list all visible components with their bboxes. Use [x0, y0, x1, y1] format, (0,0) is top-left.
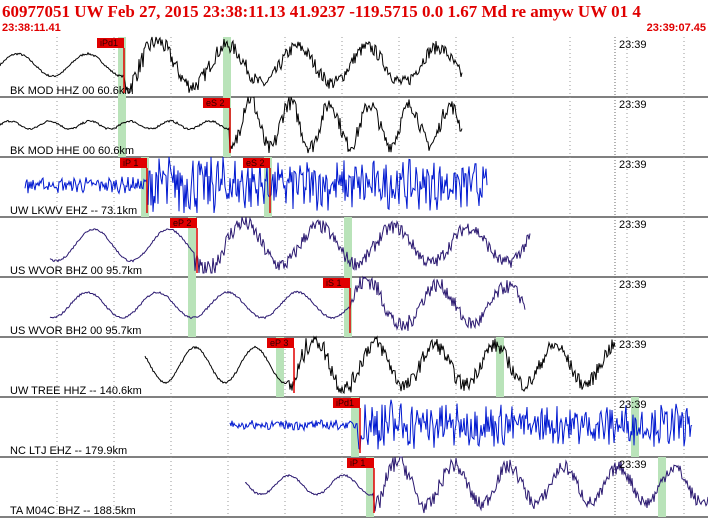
waveform [0, 36, 463, 94]
pick-flag [267, 338, 294, 348]
trace-panel: iS 1 23:39 US WVOR BH2 00 95.7km [0, 275, 708, 338]
pick-flag [347, 458, 374, 468]
waveform [144, 335, 616, 395]
pick-label: iP 1 [350, 458, 365, 468]
pick-label: iPd1 [100, 38, 118, 48]
pick-window [188, 217, 196, 277]
pick-label: iPd1 [336, 398, 354, 408]
trace-panel: iPd1 23:39 NC LTJ EHZ -- 179.9km [0, 397, 708, 458]
trace-panel: eS 2 23:39 BK MOD HHE 00 60.6km [0, 96, 708, 158]
pick-window [223, 37, 231, 97]
waveform [229, 399, 693, 451]
pick-label: eS 2 [206, 98, 225, 108]
pick-window [118, 97, 126, 157]
minute-label: 23:39 [619, 39, 647, 51]
pick-flag [243, 158, 270, 168]
pick-flag [203, 98, 230, 108]
minute-label: 23:39 [619, 459, 647, 471]
pick-flag [333, 398, 360, 408]
pick-label: eP 3 [270, 338, 288, 348]
event-header: 60977051 UW Feb 27, 2015 23:38:11.13 41.… [2, 2, 641, 21]
pick-label: eP 2 [173, 218, 191, 228]
pick-label: eS 2 [246, 158, 265, 168]
pick-flag [170, 218, 197, 228]
station-label: NC LTJ EHZ -- 179.9km [10, 445, 127, 457]
station-label: BK MOD HHZ 00 60.6km [10, 85, 133, 97]
start-time: 23:38:11.41 [2, 22, 61, 34]
trace-panel: iP 1 eS 2 23:39 UW LKWV EHZ -- 73.1km [0, 156, 708, 218]
trace-panel: iP 1 23:39 TA M04C BHZ -- 188.5km [0, 456, 708, 518]
end-time: 23:39:07.45 [647, 22, 706, 34]
waveform [49, 216, 531, 274]
waveform [244, 456, 708, 514]
waveform [0, 96, 463, 154]
station-label: US WVOR BH2 00 95.7km [10, 325, 141, 337]
station-label: UW LKWV EHZ -- 73.1km [10, 205, 137, 217]
waveform [49, 275, 526, 331]
pick-flag [97, 38, 124, 48]
pick-window [496, 337, 504, 397]
pick-window [658, 457, 666, 517]
pick-window [366, 457, 374, 517]
pick-label: iP 1 [123, 158, 138, 168]
station-label: TA M04C BHZ -- 188.5km [10, 505, 136, 517]
minute-label: 23:39 [619, 219, 647, 231]
station-label: BK MOD HHE 00 60.6km [10, 145, 134, 157]
trace-panel: eP 2 23:39 US WVOR BHZ 00 95.7km [0, 216, 708, 278]
station-label: US WVOR BHZ 00 95.7km [10, 265, 142, 277]
waveform [24, 156, 488, 214]
minute-label: 23:39 [619, 159, 647, 171]
pick-window [344, 217, 352, 277]
pick-window [223, 97, 231, 157]
pick-window [344, 277, 352, 337]
minute-label: 23:39 [619, 399, 647, 411]
pick-window [118, 37, 126, 97]
minute-label: 23:39 [619, 339, 647, 351]
minute-label: 23:39 [619, 99, 647, 111]
pick-window [141, 157, 149, 217]
pick-flag [323, 278, 350, 288]
pick-flag [120, 158, 147, 168]
pick-window [276, 337, 284, 397]
station-label: UW TREE HHZ -- 140.6km [10, 385, 142, 397]
pick-window [188, 277, 196, 337]
minute-label: 23:39 [619, 279, 647, 291]
pick-label: iS 1 [326, 278, 342, 288]
